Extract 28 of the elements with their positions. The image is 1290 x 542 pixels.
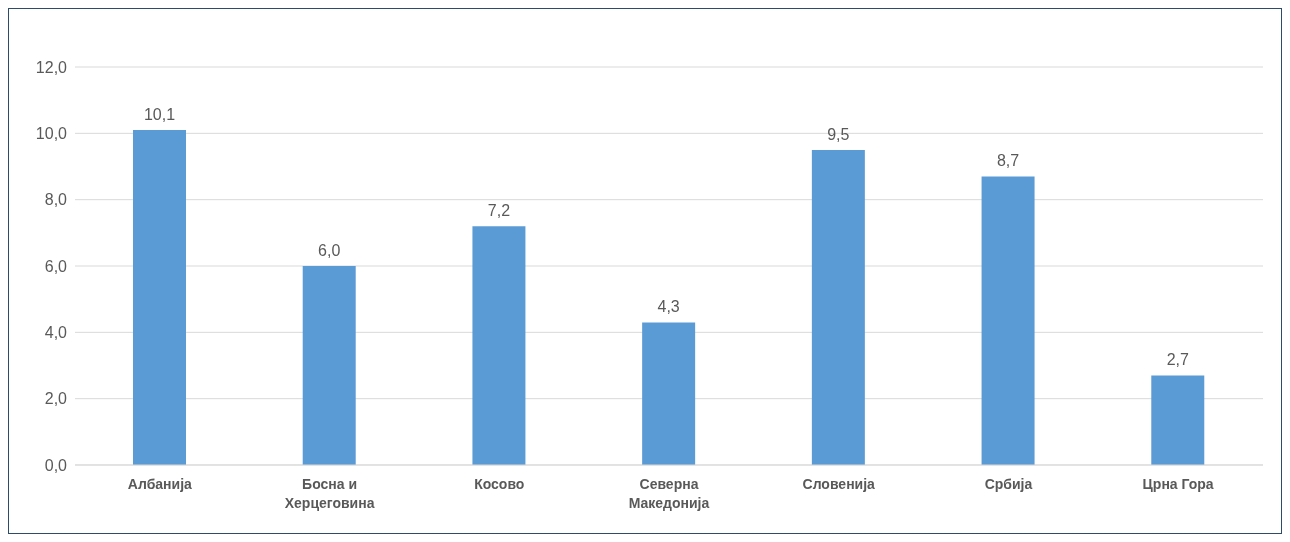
y-tick-label: 12,0 <box>35 58 68 76</box>
x-tick-label: Босна и Херцеговина <box>284 476 375 511</box>
bar <box>1151 375 1205 465</box>
y-tick-label: 8,0 <box>44 191 68 209</box>
data-label: 2,7 <box>1166 351 1189 369</box>
bar <box>472 226 526 465</box>
y-tick-label: 2,0 <box>44 390 68 408</box>
bar <box>811 149 865 465</box>
x-tick-label: Словенија <box>802 476 876 492</box>
data-label: 8,7 <box>996 152 1020 170</box>
data-label: 4,3 <box>657 298 680 316</box>
x-tick-label: Црна Гора <box>1142 476 1214 492</box>
x-tick-label: Албанија <box>127 476 193 492</box>
y-tick-label: 0,0 <box>44 456 68 474</box>
data-label: 7,2 <box>487 202 511 220</box>
y-tick-label: 4,0 <box>44 324 68 342</box>
bar <box>302 266 356 465</box>
x-tick-label: Северна Македонија <box>628 476 710 511</box>
bar <box>133 130 186 465</box>
y-tick-label: 10,0 <box>35 125 68 143</box>
x-tick-label: Србија <box>984 476 1033 492</box>
bar <box>981 176 1035 465</box>
data-label: 6,0 <box>318 242 341 259</box>
y-tick-label: 6,0 <box>44 257 68 275</box>
bar <box>642 322 696 465</box>
data-label: 10,1 <box>143 106 176 124</box>
x-tick-label: Косово <box>474 476 525 492</box>
data-label: 9,5 <box>827 125 850 143</box>
